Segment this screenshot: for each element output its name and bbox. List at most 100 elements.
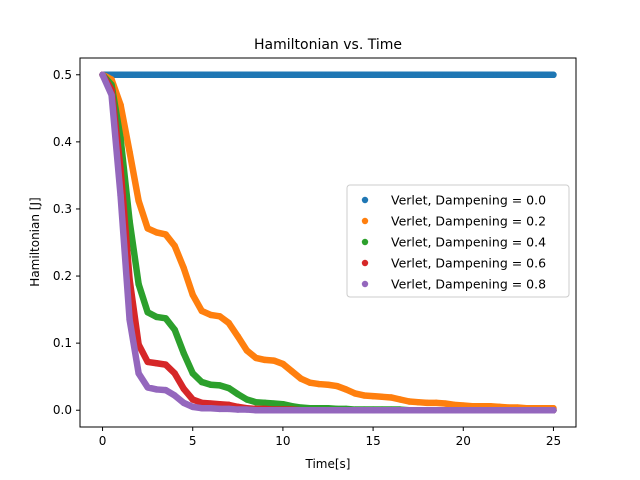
data-point — [153, 229, 160, 236]
data-point — [135, 197, 142, 205]
data-point — [387, 71, 395, 78]
data-point — [505, 71, 512, 78]
data-point — [451, 407, 458, 414]
data-point — [270, 400, 278, 407]
data-point — [306, 71, 314, 78]
data-point — [135, 370, 142, 377]
chart-title: Hamiltonian vs. Time — [254, 37, 402, 53]
data-point — [270, 357, 278, 364]
x-axis-label: Time[s] — [305, 457, 351, 471]
plot-frame — [79, 57, 577, 428]
data-point — [180, 350, 187, 357]
data-point — [442, 400, 449, 407]
plot-area-series — [99, 71, 557, 414]
series-0 — [99, 71, 557, 79]
data-point — [333, 407, 341, 414]
data-point — [207, 311, 214, 319]
x-tick-label: 10 — [275, 434, 290, 448]
data-point — [171, 242, 178, 250]
data-point — [396, 407, 404, 414]
data-point — [234, 406, 242, 413]
data-point — [306, 407, 314, 414]
y-tick-label: 0.4 — [53, 135, 72, 149]
data-point — [297, 71, 305, 78]
data-point — [487, 407, 494, 414]
data-point — [252, 354, 260, 362]
data-point — [414, 407, 422, 414]
data-point — [405, 407, 413, 414]
x-tick-label: 15 — [365, 434, 380, 448]
data-point — [180, 385, 187, 392]
legend-label: Verlet, Dampening = 0.6 — [391, 256, 546, 271]
y-tick-label: 0.0 — [53, 403, 72, 417]
y-tick-label: 0.1 — [53, 336, 72, 350]
data-point — [396, 396, 404, 403]
data-point — [117, 71, 124, 78]
data-point — [387, 407, 395, 414]
legend-label: Verlet, Dampening = 0.4 — [391, 235, 546, 250]
data-point — [387, 394, 395, 401]
data-point — [189, 71, 196, 78]
data-point — [442, 407, 449, 414]
data-point — [180, 264, 187, 272]
y-axis-label: Hamiltonian [J] — [28, 197, 42, 286]
data-point — [315, 71, 323, 78]
y-tick-label: 0.5 — [53, 68, 72, 82]
data-point — [279, 407, 287, 414]
data-point — [261, 399, 269, 407]
data-point — [433, 71, 440, 78]
data-point — [243, 396, 251, 403]
data-point — [252, 407, 260, 414]
data-point — [261, 356, 269, 364]
data-point — [135, 280, 142, 288]
legend-marker — [361, 259, 369, 267]
data-point — [424, 399, 431, 407]
data-point — [496, 407, 503, 414]
legend-marker — [361, 217, 369, 225]
data-point — [288, 407, 296, 414]
data-point — [360, 71, 368, 78]
data-point — [198, 399, 205, 407]
data-point — [496, 71, 503, 78]
data-point — [405, 71, 413, 78]
data-point — [324, 407, 332, 414]
data-point — [324, 381, 332, 388]
y-tick-label: 0.2 — [53, 269, 72, 283]
data-point — [216, 313, 223, 320]
data-point — [478, 71, 485, 78]
data-point — [216, 382, 223, 389]
legend-label: Verlet, Dampening = 0.2 — [391, 214, 546, 229]
data-point — [460, 407, 467, 414]
data-point — [433, 399, 440, 407]
data-point — [198, 71, 205, 78]
data-point — [225, 405, 232, 413]
data-point — [189, 403, 196, 411]
legend-label: Verlet, Dampening = 0.0 — [391, 193, 546, 208]
data-point — [414, 71, 422, 78]
data-point — [532, 71, 539, 78]
data-point — [162, 71, 169, 78]
data-point — [351, 390, 359, 397]
data-point — [216, 405, 223, 413]
series-4 — [99, 71, 557, 414]
data-point — [288, 71, 296, 78]
data-point — [198, 405, 205, 412]
data-point — [478, 407, 485, 414]
data-point — [369, 71, 377, 78]
data-point — [378, 407, 386, 414]
data-point — [550, 71, 557, 78]
data-point — [424, 407, 431, 414]
data-point — [135, 71, 142, 78]
data-point — [351, 71, 359, 78]
data-point — [162, 386, 169, 394]
data-point — [99, 71, 106, 78]
data-point — [153, 386, 160, 393]
data-point — [360, 392, 368, 399]
data-point — [270, 71, 278, 78]
x-tick-label: 5 — [189, 434, 197, 448]
data-point — [261, 407, 269, 414]
data-point — [342, 407, 350, 414]
data-point — [460, 71, 467, 78]
data-point — [324, 71, 332, 78]
